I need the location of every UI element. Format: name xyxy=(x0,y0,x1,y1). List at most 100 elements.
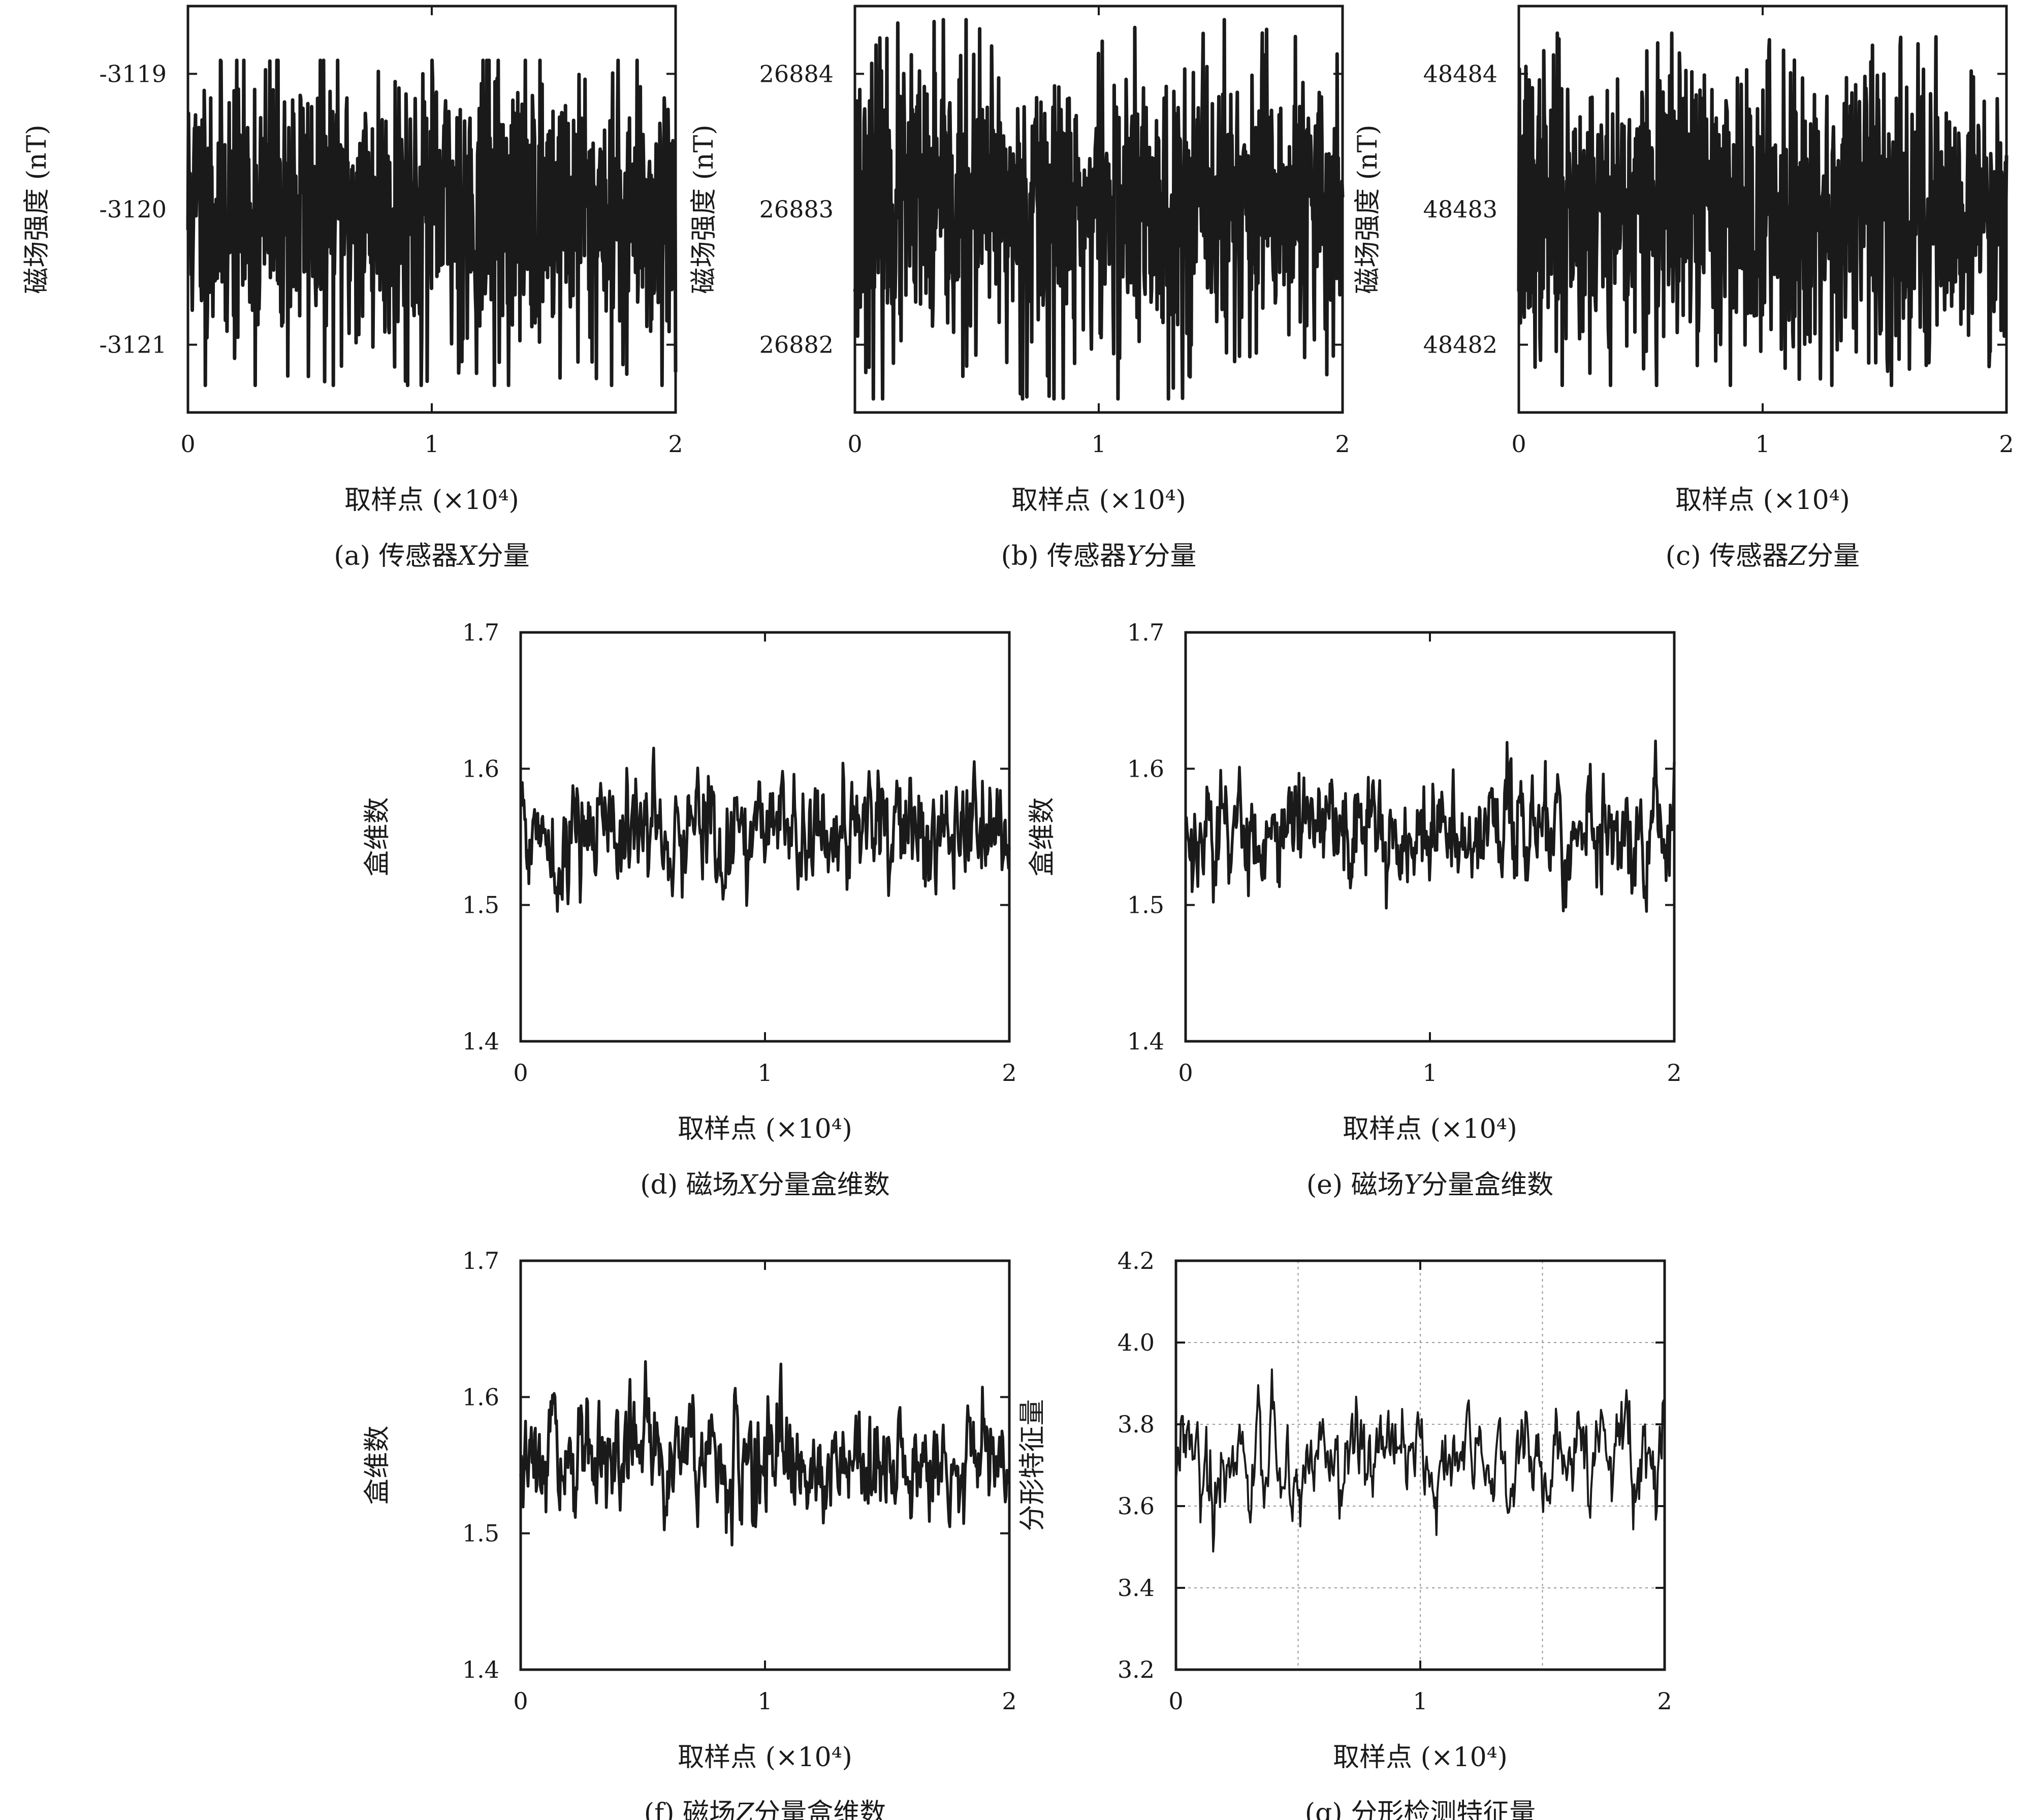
y-tick-label: 4.0 xyxy=(1118,1329,1155,1356)
y-tick-label: 1.6 xyxy=(462,1383,499,1411)
y-tick-label: -3119 xyxy=(99,60,167,87)
y-tick-label: -3121 xyxy=(99,331,167,359)
y-tick-label: 26884 xyxy=(759,60,834,87)
y-tick-label: 3.8 xyxy=(1118,1411,1155,1438)
x-tick-label: 1 xyxy=(1422,1059,1437,1087)
x-tick-label: 0 xyxy=(1511,430,1526,458)
y-tick-label: 1.5 xyxy=(1127,891,1164,919)
y-tick-label: 48483 xyxy=(1423,196,1497,223)
series-line-a-0 xyxy=(186,58,678,388)
series-line-f-0 xyxy=(519,1360,1011,1547)
y-tick-label: 48482 xyxy=(1423,331,1497,359)
y-tick-label: 1.7 xyxy=(462,619,499,646)
series-line-e-0 xyxy=(1184,739,1676,913)
x-tick-label: 2 xyxy=(1002,1687,1016,1715)
panel-caption-d: (d) 磁场X分量盒维数 xyxy=(640,1170,889,1200)
panel-caption-f: (f) 磁场Z分量盒维数 xyxy=(644,1798,886,1820)
y-tick-label: 4.2 xyxy=(1118,1247,1155,1274)
y-tick-label: 1.4 xyxy=(462,1028,499,1055)
caption-prefix: (f) 磁场 xyxy=(644,1798,736,1820)
x-tick-label: 1 xyxy=(1413,1687,1427,1715)
chart-panel-b: 0 1 2 26884 26883 26882 取样点 (×10⁴) 磁场强度 (nT) (b)… xyxy=(689,5,1350,571)
y-axis-label: 盒维数 xyxy=(362,797,393,876)
x-tick-label: 0 xyxy=(847,430,862,458)
series-line-g-0 xyxy=(1175,1368,1666,1553)
panel-caption-c: (c) 传感器Z分量 xyxy=(1666,541,1860,571)
y-axis-label: 磁场强度 (nT) xyxy=(689,124,719,294)
x-tick-label: 2 xyxy=(1657,1687,1672,1715)
chart-panel-g: 0 1 2 3.2 3.4 3.6 3.8 4.0 4.2 取样点 (×10⁴) 分形特征量 (g) … xyxy=(1017,1247,1672,1820)
x-axis-label: 取样点 (×10⁴) xyxy=(678,1114,852,1144)
y-tick-label: 3.4 xyxy=(1118,1574,1155,1602)
y-tick-label: 1.6 xyxy=(462,755,499,782)
x-tick-label: 1 xyxy=(757,1687,772,1715)
y-tick-label: 3.6 xyxy=(1118,1492,1155,1520)
caption-variable: Z xyxy=(1788,541,1807,571)
x-tick-label: 2 xyxy=(1335,430,1350,458)
x-tick-label: 2 xyxy=(1999,430,2014,458)
x-tick-label: 2 xyxy=(1667,1059,1681,1087)
y-tick-label: 1.5 xyxy=(462,891,499,919)
caption-variable: Y xyxy=(1126,541,1146,571)
caption-variable: X xyxy=(456,541,478,571)
x-tick-label: 0 xyxy=(1168,1687,1183,1715)
x-tick-label: 2 xyxy=(668,430,683,458)
caption-prefix: (d) 磁场 xyxy=(640,1170,739,1200)
panel-caption-b: (b) 传感器Y分量 xyxy=(1001,541,1197,571)
panel-caption-a: (a) 传感器X分量 xyxy=(334,541,529,571)
x-tick-label: 1 xyxy=(1091,430,1106,458)
caption-suffix: 分量盒维数 xyxy=(1421,1170,1553,1200)
caption-variable: Y xyxy=(1404,1170,1424,1200)
caption-prefix: (g) 分形检测特征量 xyxy=(1305,1798,1536,1820)
x-tick-label: 0 xyxy=(180,430,195,458)
caption-prefix: (e) 磁场 xyxy=(1306,1170,1404,1200)
caption-prefix: (a) 传感器 xyxy=(334,541,458,571)
y-tick-label: 3.2 xyxy=(1118,1656,1155,1683)
chart-panel-f: 0 1 2 1.4 1.5 1.6 1.7 取样点 (×10⁴) 盒维数 (f) 磁场Z分量盒维数 xyxy=(362,1247,1017,1820)
chart-panel-a: 0 1 2 -3119 -3120 -3121 取样点 (×10⁴) 磁场强度 (nT) (a)… xyxy=(22,5,683,571)
y-axis-label: 磁场强度 (nT) xyxy=(22,124,52,294)
x-tick-label: 0 xyxy=(1178,1059,1193,1087)
chart-panel-c: 0 1 2 48484 48483 48482 取样点 (×10⁴) 磁场强度 (nT) (c)… xyxy=(1353,5,2014,571)
y-axis-label: 盒维数 xyxy=(362,1425,393,1505)
chart-panel-e: 0 1 2 1.4 1.5 1.6 1.7 取样点 (×10⁴) 盒维数 (e) 磁场Y分量盒维数 xyxy=(1027,619,1682,1200)
chart-panel-d: 0 1 2 1.4 1.5 1.6 1.7 取样点 (×10⁴) 盒维数 (d) 磁场X分量盒维数 xyxy=(362,619,1017,1200)
caption-variable: Z xyxy=(735,1798,754,1820)
y-tick-label: 1.4 xyxy=(1127,1028,1164,1055)
caption-suffix: 分量 xyxy=(1807,541,1860,571)
y-tick-label: 1.7 xyxy=(462,1247,499,1274)
x-axis-label: 取样点 (×10⁴) xyxy=(344,485,519,516)
y-tick-label: 26883 xyxy=(759,196,834,223)
panel-caption-e: (e) 磁场Y分量盒维数 xyxy=(1306,1170,1553,1200)
series-line-b-0 xyxy=(853,18,1345,401)
caption-prefix: (c) 传感器 xyxy=(1666,541,1789,571)
caption-suffix: 分量盒维数 xyxy=(758,1170,890,1200)
x-tick-label: 1 xyxy=(757,1059,772,1087)
x-tick-label: 2 xyxy=(1002,1059,1016,1087)
y-tick-label: 1.4 xyxy=(462,1656,499,1683)
x-axis-label: 取样点 (×10⁴) xyxy=(1333,1742,1508,1773)
x-tick-label: 0 xyxy=(513,1059,528,1087)
y-axis-label: 盒维数 xyxy=(1027,797,1058,876)
caption-suffix: 分量 xyxy=(477,541,530,571)
x-axis-label: 取样点 (×10⁴) xyxy=(1011,485,1186,516)
caption-suffix: 分量 xyxy=(1143,541,1196,571)
series-line-d-0 xyxy=(519,746,1011,913)
y-tick-label: 26882 xyxy=(759,331,834,359)
x-tick-label: 1 xyxy=(1755,430,1770,458)
series-line-c-0 xyxy=(1517,31,2009,388)
y-tick-label: 1.5 xyxy=(462,1520,499,1547)
panel-caption-g: (g) 分形检测特征量 xyxy=(1305,1798,1536,1820)
y-tick-label: 48484 xyxy=(1423,60,1497,87)
x-axis-label: 取样点 (×10⁴) xyxy=(1675,485,1850,516)
y-axis-label: 磁场强度 (nT) xyxy=(1353,124,1383,294)
y-tick-label: -3120 xyxy=(99,196,167,223)
caption-suffix: 分量盒维数 xyxy=(754,1798,886,1820)
x-axis-label: 取样点 (×10⁴) xyxy=(1343,1114,1517,1144)
caption-prefix: (b) 传感器 xyxy=(1001,541,1126,571)
x-tick-label: 1 xyxy=(424,430,439,458)
y-tick-label: 1.6 xyxy=(1127,755,1164,782)
y-tick-label: 1.7 xyxy=(1127,619,1164,646)
y-axis-label: 分形特征量 xyxy=(1017,1399,1048,1531)
